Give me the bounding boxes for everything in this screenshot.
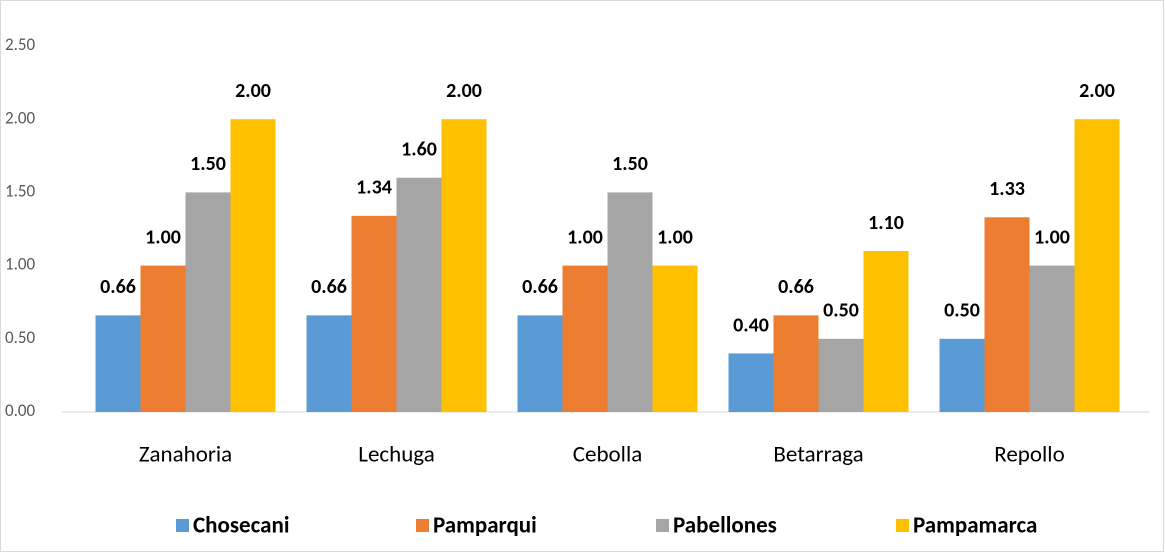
x-tick-label: Betarraga bbox=[773, 440, 863, 468]
x-tick-label: Zanahoria bbox=[139, 440, 232, 468]
data-label: 1.00 bbox=[145, 225, 181, 249]
bar bbox=[396, 177, 442, 412]
bar bbox=[185, 192, 231, 412]
data-label: 2.00 bbox=[235, 79, 271, 103]
bar bbox=[95, 315, 141, 412]
data-label: 1.00 bbox=[657, 225, 693, 249]
data-label: 1.50 bbox=[190, 152, 226, 176]
x-tick-label: Lechuga bbox=[358, 440, 434, 468]
x-tick-label: Repollo bbox=[994, 440, 1064, 468]
legend-label: Pamparqui bbox=[433, 512, 537, 540]
bar bbox=[1029, 265, 1075, 412]
data-label: 1.10 bbox=[868, 211, 904, 235]
data-label: 0.66 bbox=[311, 275, 347, 299]
bar bbox=[773, 315, 819, 412]
data-label: 0.66 bbox=[778, 275, 814, 299]
bar bbox=[863, 250, 909, 412]
y-tick-label: 2.50 bbox=[5, 34, 36, 55]
y-tick-label: 0.50 bbox=[5, 327, 36, 348]
bar bbox=[652, 265, 698, 412]
bar bbox=[140, 265, 186, 412]
data-label: 1.50 bbox=[612, 152, 648, 176]
legend-label: Chosecani bbox=[193, 512, 289, 540]
bar bbox=[230, 119, 276, 412]
legend-marker bbox=[656, 519, 669, 532]
legend-label: Pampamarca bbox=[913, 512, 1037, 540]
legend-marker bbox=[896, 519, 909, 532]
data-label: 1.33 bbox=[989, 177, 1025, 201]
data-label: 2.00 bbox=[1079, 79, 1115, 103]
y-tick-label: 2.00 bbox=[5, 107, 36, 128]
bar bbox=[984, 217, 1030, 412]
data-label: 1.60 bbox=[401, 138, 437, 162]
data-label: 0.50 bbox=[944, 299, 980, 323]
bar bbox=[1074, 119, 1120, 412]
bar bbox=[306, 315, 352, 412]
y-tick-label: 0.00 bbox=[5, 400, 36, 421]
bar bbox=[939, 338, 985, 412]
x-tick-label: Cebolla bbox=[573, 440, 643, 468]
legend-marker bbox=[416, 519, 429, 532]
data-label: 0.66 bbox=[522, 275, 558, 299]
data-label: 0.50 bbox=[823, 299, 859, 323]
data-label: 1.00 bbox=[567, 225, 603, 249]
bar bbox=[441, 119, 487, 412]
bar bbox=[818, 338, 864, 412]
bar bbox=[728, 353, 774, 412]
data-label: 0.40 bbox=[733, 313, 769, 337]
y-tick-label: 1.50 bbox=[5, 180, 36, 201]
bar bbox=[517, 315, 563, 412]
bar bbox=[607, 192, 653, 412]
data-label: 0.66 bbox=[100, 275, 136, 299]
data-label: 2.00 bbox=[446, 79, 482, 103]
bar bbox=[351, 215, 397, 412]
legend-marker bbox=[176, 519, 189, 532]
bar bbox=[562, 265, 608, 412]
y-tick-label: 1.00 bbox=[5, 254, 36, 275]
data-label: 1.00 bbox=[1034, 225, 1070, 249]
legend-label: Pabellones bbox=[673, 512, 777, 540]
data-label: 1.34 bbox=[356, 176, 392, 200]
